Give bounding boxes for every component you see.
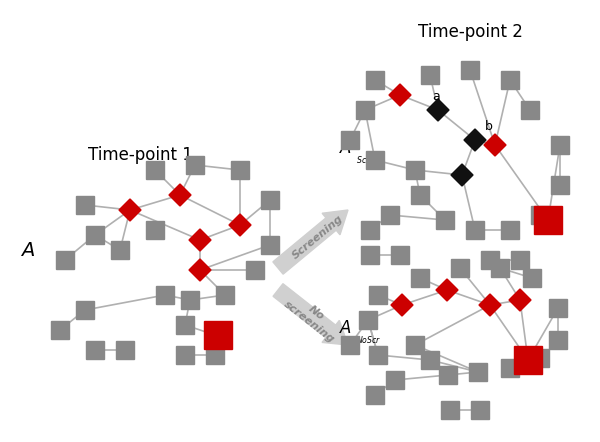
Bar (366, 386, 384, 404)
Bar (111, 241, 129, 259)
Bar (56, 251, 74, 269)
Polygon shape (391, 294, 413, 316)
Bar (531, 349, 549, 367)
Bar (341, 336, 359, 354)
Bar (51, 321, 69, 339)
Polygon shape (189, 259, 211, 281)
Polygon shape (509, 289, 531, 311)
Bar (501, 221, 519, 239)
Polygon shape (189, 229, 211, 251)
Bar (514, 346, 542, 374)
Bar (551, 176, 569, 194)
Polygon shape (273, 210, 348, 274)
Bar (406, 336, 424, 354)
Text: b: b (485, 119, 493, 133)
Polygon shape (451, 164, 473, 186)
Bar (76, 196, 94, 214)
Bar (421, 66, 439, 84)
Bar (176, 316, 194, 334)
Bar (261, 191, 279, 209)
Bar (549, 299, 567, 317)
Bar (441, 401, 459, 419)
Bar (76, 301, 94, 319)
Polygon shape (169, 184, 191, 206)
Bar (156, 286, 174, 304)
Bar (381, 206, 399, 224)
Polygon shape (484, 134, 506, 156)
Bar (116, 341, 134, 359)
Bar (501, 359, 519, 377)
Bar (146, 221, 164, 239)
Bar (231, 161, 249, 179)
Text: A: A (22, 240, 35, 259)
Bar (146, 161, 164, 179)
Bar (534, 206, 562, 234)
Text: $_{NoScr}$: $_{NoScr}$ (356, 335, 382, 347)
Bar (421, 351, 439, 369)
Bar (204, 321, 232, 349)
Bar (411, 269, 429, 287)
Bar (411, 186, 429, 204)
Bar (549, 331, 567, 349)
Bar (206, 326, 224, 344)
Bar (523, 269, 541, 287)
Polygon shape (273, 284, 348, 345)
Bar (521, 101, 539, 119)
Bar (466, 221, 484, 239)
Polygon shape (229, 214, 251, 236)
Bar (551, 136, 569, 154)
Text: Time-point 1: Time-point 1 (88, 146, 193, 164)
Bar (176, 346, 194, 364)
Bar (461, 61, 479, 79)
Bar (356, 101, 374, 119)
Bar (436, 211, 454, 229)
Bar (451, 259, 469, 277)
Bar (369, 346, 387, 364)
Bar (359, 311, 377, 329)
Text: Time-point 2: Time-point 2 (418, 23, 523, 41)
Bar (369, 286, 387, 304)
Polygon shape (464, 129, 486, 151)
Polygon shape (479, 294, 501, 316)
Polygon shape (119, 199, 141, 221)
Bar (261, 236, 279, 254)
Text: $\mathit{A}$: $\mathit{A}$ (339, 139, 352, 157)
Bar (366, 151, 384, 169)
Text: $_{Scr}$: $_{Scr}$ (356, 155, 371, 168)
Bar (531, 206, 549, 224)
Bar (439, 366, 457, 384)
Bar (216, 286, 234, 304)
Text: Screening: Screening (290, 213, 346, 261)
Bar (391, 246, 409, 264)
Bar (361, 246, 379, 264)
Bar (386, 371, 404, 389)
Bar (469, 363, 487, 381)
Polygon shape (436, 279, 458, 301)
Bar (341, 131, 359, 149)
Bar (246, 261, 264, 279)
Bar (181, 291, 199, 309)
Bar (481, 251, 499, 269)
Text: No
screening: No screening (282, 290, 344, 345)
Text: a: a (432, 89, 440, 103)
Polygon shape (389, 84, 411, 106)
Bar (86, 341, 104, 359)
Bar (206, 346, 224, 364)
Polygon shape (427, 99, 449, 121)
Bar (491, 259, 509, 277)
Bar (501, 71, 519, 89)
Bar (366, 71, 384, 89)
Bar (471, 401, 489, 419)
Bar (511, 251, 529, 269)
Bar (361, 221, 379, 239)
Bar (86, 226, 104, 244)
Bar (186, 156, 204, 174)
Bar (406, 161, 424, 179)
Text: $\mathit{A}$: $\mathit{A}$ (339, 319, 352, 337)
